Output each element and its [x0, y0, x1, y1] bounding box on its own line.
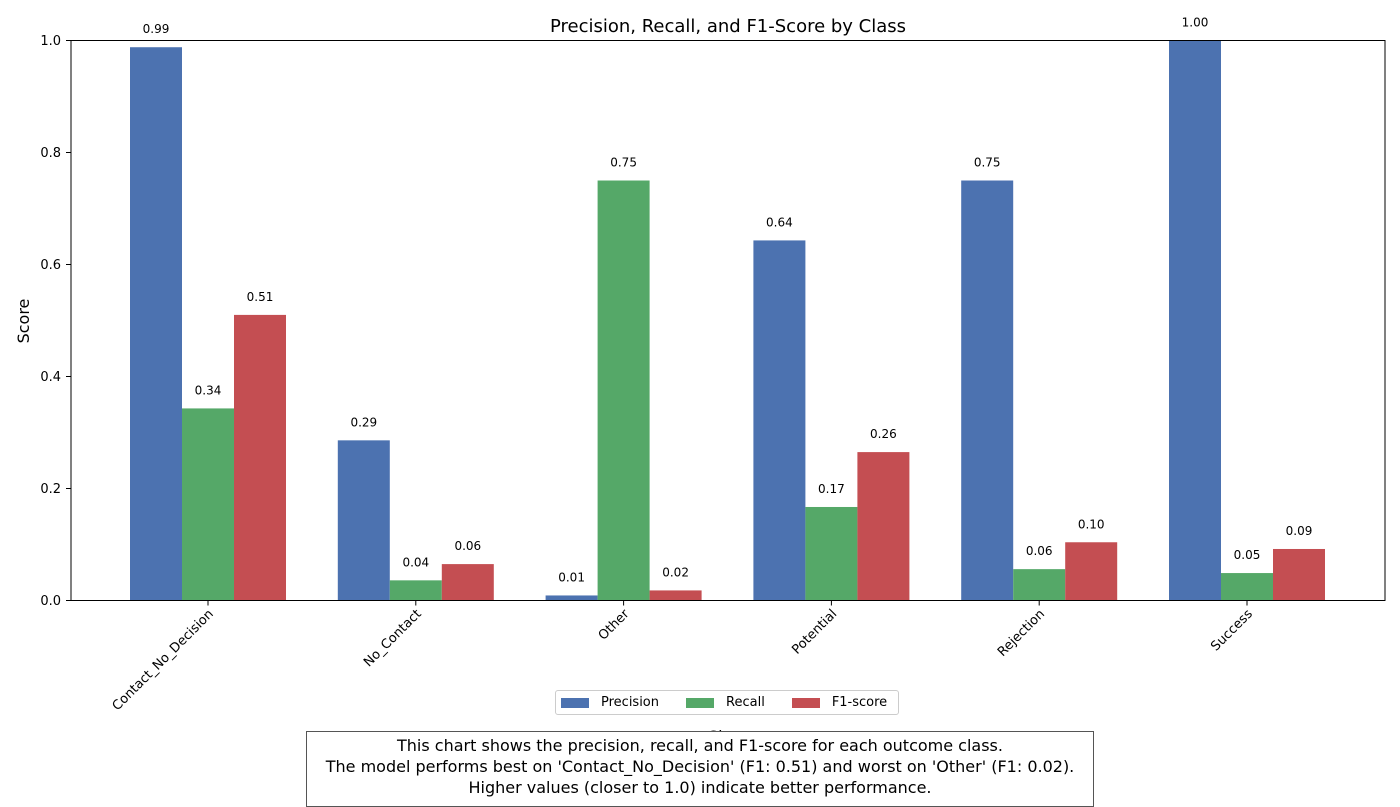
- value-label-precision-success: 1.00: [1182, 16, 1209, 30]
- x-tick-label: Rejection: [995, 607, 1048, 660]
- y-tick-label: 0.0: [40, 594, 61, 609]
- chart-title: Precision, Recall, and F1-Score by Class: [550, 16, 906, 37]
- value-label-recall-potential: 0.17: [818, 482, 845, 496]
- y-tick-label: 0.2: [40, 482, 61, 497]
- plot-frame: [70, 40, 1386, 601]
- bar-precision-success: [1169, 40, 1221, 601]
- y-tick-label: 0.4: [40, 370, 61, 385]
- value-label-recall-other: 0.75: [610, 156, 637, 170]
- value-label-f1-score-rejection: 0.10: [1078, 517, 1105, 531]
- y-tick-label: 0.8: [40, 146, 61, 161]
- description-line-3: Higher values (closer to 1.0) indicate b…: [468, 778, 932, 797]
- y-tick-label: 1.0: [40, 34, 61, 49]
- value-label-precision-other: 0.01: [558, 570, 585, 584]
- y-tick-label: 0.6: [40, 258, 61, 273]
- bar-f1-score-contact-no-decision: [234, 314, 286, 601]
- bar-f1-score-rejection: [1065, 542, 1118, 601]
- chart-legend: Precision Recall F1-score: [555, 690, 899, 715]
- y-axis: 0.0 0.2 0.4 0.6 0.8 1.0: [40, 34, 71, 609]
- bar-f1-score-success: [1273, 548, 1325, 601]
- value-label-precision-no-contact: 0.29: [350, 415, 377, 429]
- value-labels-group: 0.99 0.34 0.51 0.29 0.04 0.06 0.01 0.75 0.02 0.64…: [143, 16, 1313, 585]
- bar-recall-other: [597, 180, 650, 601]
- legend-swatch-precision: [561, 697, 589, 708]
- value-label-recall-contact-no-decision: 0.34: [195, 383, 222, 397]
- x-tick-label: Other: [596, 606, 633, 643]
- value-label-f1-score-no-contact: 0.06: [454, 539, 481, 553]
- chart-description-box: This chart shows the precision, recall, …: [306, 731, 1094, 807]
- bar-recall-no-contact: [389, 580, 442, 601]
- bar-recall-rejection: [1013, 569, 1066, 601]
- x-tick-label: No_Contact: [361, 607, 424, 670]
- value-label-precision-potential: 0.64: [766, 215, 793, 229]
- bar-f1-score-potential: [857, 452, 910, 601]
- value-label-f1-score-success: 0.09: [1286, 524, 1313, 538]
- bar-precision-contact-no-decision: [130, 47, 182, 601]
- legend-item-f1: F1-score: [791, 695, 888, 710]
- legend-item-precision: Precision: [561, 695, 659, 710]
- x-tick-label: Potential: [789, 607, 840, 658]
- bar-precision-no-contact: [337, 440, 390, 601]
- legend-swatch-f1: [791, 697, 820, 708]
- bar-recall-contact-no-decision: [182, 408, 234, 601]
- legend-swatch-recall: [686, 697, 715, 708]
- value-label-recall-no-contact: 0.04: [402, 555, 429, 569]
- y-axis-label: Score: [14, 299, 33, 344]
- x-tick-label: Contact_No_Decision: [110, 607, 217, 714]
- bar-precision-rejection: [961, 180, 1014, 601]
- value-label-f1-score-other: 0.02: [662, 565, 689, 579]
- bar-precision-potential: [753, 240, 806, 601]
- value-label-recall-rejection: 0.06: [1026, 544, 1053, 558]
- bar-recall-potential: [805, 506, 858, 601]
- legend-label-f1: F1-score: [831, 695, 888, 710]
- value-label-f1-score-contact-no-decision: 0.51: [247, 290, 274, 304]
- description-line-1: This chart shows the precision, recall, …: [397, 736, 1003, 755]
- value-label-precision-contact-no-decision: 0.99: [143, 22, 170, 36]
- x-tick-label: Success: [1208, 607, 1256, 655]
- legend-item-recall: Recall: [686, 695, 765, 710]
- bar-f1-score-other: [649, 590, 702, 601]
- value-label-precision-rejection: 0.75: [974, 156, 1001, 170]
- bar-recall-success: [1221, 573, 1273, 601]
- description-line-2: The model performs best on 'Contact_No_D…: [325, 757, 1075, 776]
- legend-label-precision: Precision: [601, 695, 660, 710]
- legend-label-recall: Recall: [726, 695, 765, 710]
- value-label-f1-score-potential: 0.26: [870, 427, 897, 441]
- value-label-recall-success: 0.05: [1234, 548, 1261, 562]
- bar-f1-score-no-contact: [441, 564, 494, 601]
- bars-group: [130, 40, 1325, 601]
- bar-precision-other: [545, 595, 598, 601]
